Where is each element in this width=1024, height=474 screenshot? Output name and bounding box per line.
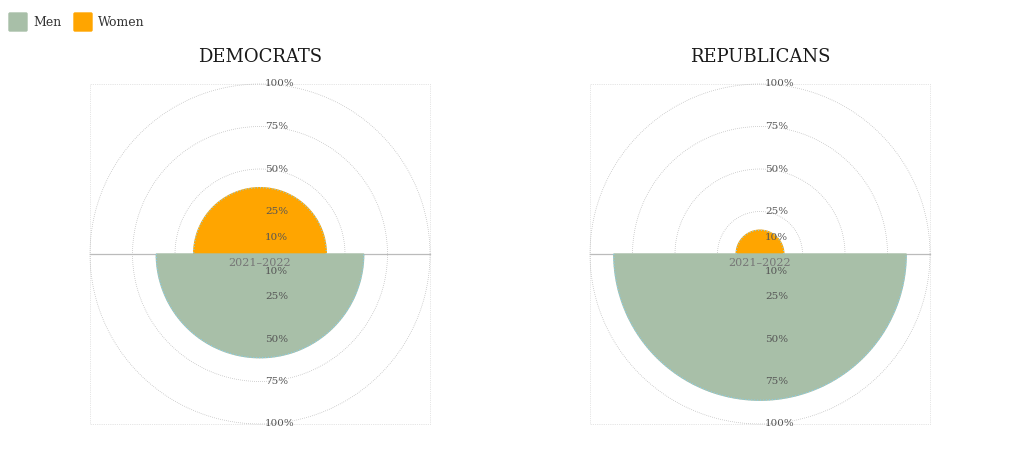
- Text: 2021–2022: 2021–2022: [729, 258, 792, 268]
- Text: 100%: 100%: [265, 80, 295, 89]
- Text: 10%: 10%: [265, 233, 288, 241]
- Text: 10%: 10%: [265, 266, 288, 275]
- Text: Women: Women: [98, 16, 144, 28]
- Text: Men: Men: [33, 16, 61, 28]
- Polygon shape: [613, 254, 906, 400]
- Text: REPUBLICANS: REPUBLICANS: [690, 48, 830, 66]
- Text: 75%: 75%: [765, 122, 788, 131]
- Text: 75%: 75%: [265, 377, 288, 386]
- Text: 10%: 10%: [765, 233, 788, 241]
- Text: 2021–2022: 2021–2022: [228, 258, 291, 268]
- Polygon shape: [157, 254, 364, 358]
- Polygon shape: [736, 230, 783, 254]
- Text: 50%: 50%: [265, 335, 288, 344]
- Text: 50%: 50%: [765, 335, 788, 344]
- Polygon shape: [194, 188, 327, 254]
- Text: 10%: 10%: [765, 266, 788, 275]
- Text: DEMOCRATS: DEMOCRATS: [198, 48, 323, 66]
- Text: 25%: 25%: [265, 292, 288, 301]
- Text: 100%: 100%: [765, 419, 795, 428]
- Text: 25%: 25%: [265, 207, 288, 216]
- FancyBboxPatch shape: [74, 13, 92, 31]
- Text: 25%: 25%: [765, 207, 788, 216]
- Text: 50%: 50%: [765, 164, 788, 173]
- Text: 25%: 25%: [765, 292, 788, 301]
- Text: 50%: 50%: [265, 164, 288, 173]
- Text: 75%: 75%: [265, 122, 288, 131]
- Text: 75%: 75%: [765, 377, 788, 386]
- Text: 100%: 100%: [265, 419, 295, 428]
- FancyBboxPatch shape: [9, 13, 27, 31]
- Text: 100%: 100%: [765, 80, 795, 89]
